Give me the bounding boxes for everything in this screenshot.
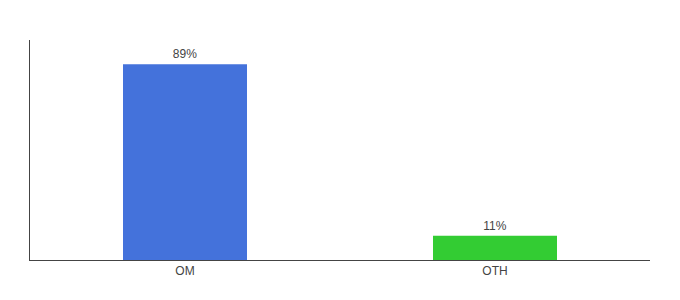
- svg-text:11%: 11%: [483, 219, 506, 233]
- svg-text:OTH: OTH: [482, 264, 507, 278]
- svg-text:89%: 89%: [173, 47, 197, 61]
- svg-text:OM: OM: [175, 264, 194, 278]
